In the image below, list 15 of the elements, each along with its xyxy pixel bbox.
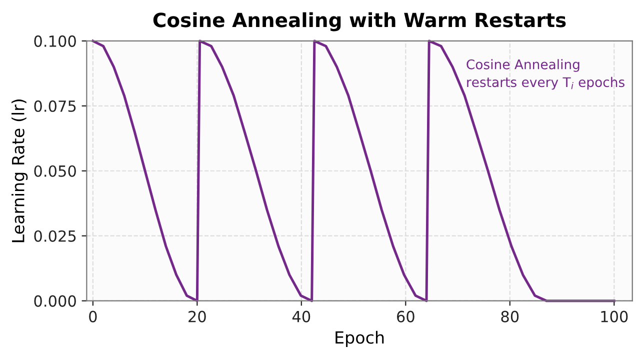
y-tick-label: 0.000 [34,295,76,307]
y-tick-label: 0.050 [34,165,76,177]
x-axis-title: Epoch [336,330,384,348]
y-tick-label: 0.100 [34,35,76,47]
y-axis-title: Learning Rate (lr) [12,99,28,242]
y-tick-label: 0.075 [34,100,76,112]
annotation: Cosine Annealing restarts every T$_{i}$ epochs [466,59,624,90]
x-tick-label: 80 [501,310,519,322]
x-tick-label: 20 [188,310,206,322]
x-tick-label: 40 [292,310,310,322]
y-tick-label: 0.025 [34,230,76,242]
chart-title: Cosine Annealing with Warm Restarts [153,12,566,32]
x-tick-label: 0 [89,310,97,322]
x-tick-label: 60 [396,310,414,322]
x-tick-label: 100 [601,310,628,322]
